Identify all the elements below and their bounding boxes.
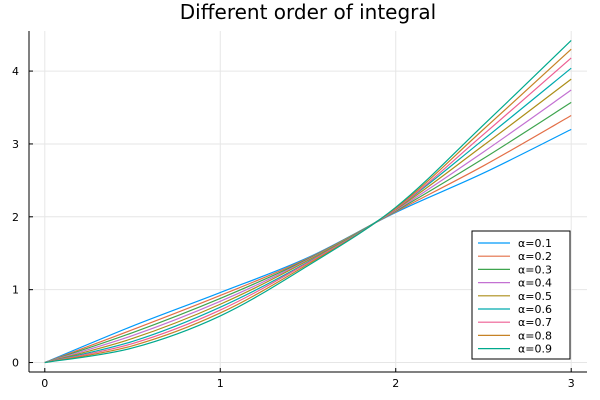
- chart-title: Different order of integral: [180, 0, 436, 24]
- x-tick-label: 0: [41, 377, 48, 390]
- series-line-8: [44, 48, 572, 364]
- grid-layer: [29, 31, 587, 372]
- legend-label: α=0.9: [518, 343, 552, 356]
- series-line-9: [44, 40, 572, 364]
- legend-label: α=0.5: [518, 290, 552, 303]
- y-tick-label: 3: [12, 138, 19, 151]
- series-line-1: [44, 128, 572, 364]
- legend-label: α=0.8: [518, 329, 552, 342]
- legend-label: α=0.1: [518, 237, 552, 250]
- ticks-layer: 0 1 2 3 0 1 2 3 4: [12, 65, 575, 390]
- legend: α=0.1α=0.2α=0.3α=0.4α=0.5α=0.6α=0.7α=0.8…: [471, 230, 571, 360]
- series-line-7: [44, 57, 572, 364]
- y-tick-label: 1: [12, 284, 19, 297]
- legend-label: α=0.2: [518, 250, 552, 263]
- series-layer: [44, 40, 572, 364]
- x-tick-label: 1: [217, 377, 224, 390]
- legend-label: α=0.3: [518, 263, 552, 276]
- legend-box: [471, 230, 571, 360]
- legend-label: α=0.4: [518, 277, 552, 290]
- legend-label: α=0.6: [518, 303, 552, 316]
- y-tick-label: 2: [12, 211, 19, 224]
- series-line-2: [44, 114, 572, 364]
- y-tick-label: 0: [12, 357, 19, 370]
- series-line-5: [44, 78, 572, 364]
- y-tick-label: 4: [12, 65, 19, 78]
- legend-label: α=0.7: [518, 316, 552, 329]
- axes-layer: [28, 31, 587, 373]
- x-tick-label: 2: [392, 377, 399, 390]
- x-tick-label: 3: [568, 377, 575, 390]
